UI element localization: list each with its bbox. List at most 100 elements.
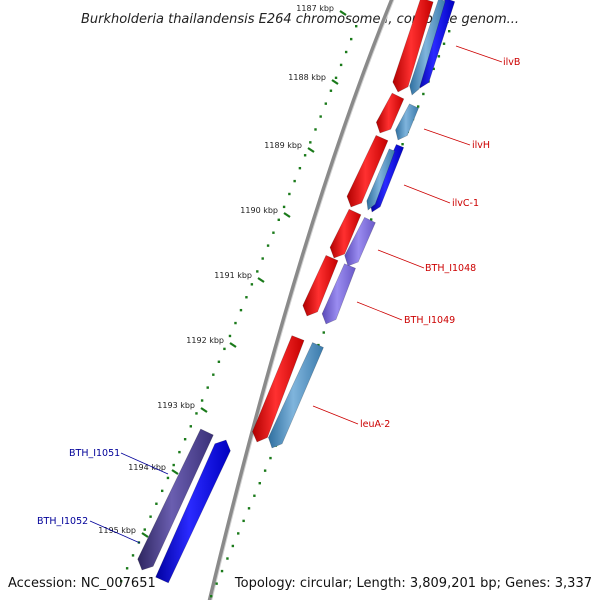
topology-text: Topology: circular; Length: 3,809,201 bp…: [234, 576, 592, 591]
gc-dot: [195, 412, 198, 415]
gc-dot: [172, 463, 175, 467]
inner-dot: [220, 569, 224, 573]
gene-label-leuA-2[interactable]: leuA-2: [360, 419, 390, 430]
inner-dot: [322, 331, 325, 334]
gc-dot: [334, 76, 338, 80]
tick-mark: [200, 407, 208, 413]
orf-purple-1[interactable]: [344, 217, 376, 267]
tick-label: 1188 kbp: [288, 73, 326, 82]
inner-dot: [263, 469, 267, 472]
cds-BTH_I1052[interactable]: [155, 439, 231, 584]
inner-dot: [317, 343, 320, 347]
inner-dot: [226, 557, 229, 560]
chromosome-backbone-highlight: [211, 0, 395, 600]
gene-label-BTH_I1052[interactable]: BTH_I1052: [37, 516, 88, 527]
leader-line-BTH_I1049: [356, 301, 403, 321]
gene-label-ilvH[interactable]: ilvH: [472, 140, 490, 151]
leader-line-ilvB: [455, 45, 503, 63]
inner-dot: [231, 544, 235, 548]
tick-label: 1193 kbp: [157, 401, 195, 410]
tick-mark: [339, 10, 347, 16]
cds-BTH_I1051[interactable]: [137, 428, 214, 571]
leader-line-leuA-2: [312, 405, 359, 425]
leader-line-BTH_I1051: [120, 452, 169, 475]
cds-BTH_I1049[interactable]: [302, 255, 339, 317]
orf-steel-1[interactable]: [409, 0, 446, 96]
inner-dot: [437, 55, 441, 58]
gc-dot: [183, 438, 187, 441]
accession-text: Accession: NC_007651: [8, 576, 156, 591]
orf-steel-2[interactable]: [395, 103, 419, 141]
gc-dot: [339, 63, 343, 67]
tick-label: 1189 kbp: [264, 141, 302, 150]
gc-dot: [166, 476, 170, 480]
gc-dot: [239, 308, 243, 312]
gc-dot: [228, 334, 232, 338]
inner-dot: [242, 519, 245, 523]
tick-label: 1192 kbp: [186, 336, 224, 345]
orf-steel-3[interactable]: [366, 148, 396, 211]
inner-dot: [247, 507, 251, 510]
gc-dot: [349, 37, 353, 41]
gene-labels: ilvB ilvH ilvC-1 BTH_I1048 BTH_I1049 leu…: [37, 45, 520, 544]
gc-dot: [217, 360, 221, 363]
cds-leuA-2[interactable]: [252, 335, 305, 443]
gc-dot: [125, 567, 129, 570]
gc-dot: [282, 205, 286, 209]
gc-dot: [277, 218, 280, 222]
gc-dot: [212, 373, 215, 376]
gc-dot: [160, 489, 164, 493]
kbp-tick-labels: 1187 kbp 1188 kbp 1189 kbp 1190 kbp 1191 kbp…: [98, 4, 334, 535]
gc-dot: [288, 192, 291, 196]
cds-BTH_I1048[interactable]: [329, 208, 362, 259]
orf-purple-2[interactable]: [321, 263, 356, 325]
inner-dot: [370, 218, 373, 221]
gc-dot: [329, 89, 333, 92]
gc-dot: [189, 425, 193, 428]
map-title: Burkholderia thailandensis E264 chromoso…: [81, 12, 519, 27]
inner-dot: [253, 494, 256, 497]
gene-label-ilvB[interactable]: ilvB: [503, 57, 520, 68]
gc-dot: [149, 515, 152, 518]
gc-dot: [266, 244, 270, 247]
cds-ilvH[interactable]: [375, 92, 405, 134]
inner-dot: [401, 143, 404, 146]
gc-dot: [200, 399, 204, 402]
gene-label-BTH_I1049[interactable]: BTH_I1049: [404, 315, 455, 326]
gc-dot: [309, 141, 312, 144]
gc-dot: [303, 154, 307, 157]
inner-dot: [237, 532, 240, 535]
tick-label: 1191 kbp: [214, 271, 252, 280]
inner-dot: [422, 92, 425, 96]
tick-mark: [257, 277, 265, 283]
gc-dot: [355, 25, 358, 28]
gc-dot: [272, 231, 275, 234]
chromosome-backbone: [207, 0, 394, 600]
gc-dot: [206, 386, 209, 389]
gene-label-BTH_I1048[interactable]: BTH_I1048: [425, 263, 476, 274]
kbp-tick-marks: [141, 10, 347, 538]
tick-mark: [283, 212, 291, 218]
tick-mark: [307, 147, 315, 153]
gc-dot: [324, 102, 328, 105]
tick-label: 1194 kbp: [128, 463, 166, 472]
leader-line-ilvC-1: [403, 184, 451, 204]
gc-dot: [293, 179, 296, 183]
tick-mark: [141, 532, 149, 538]
orf-steel-4[interactable]: [268, 342, 324, 449]
gene-label-BTH_I1051[interactable]: BTH_I1051: [69, 448, 120, 459]
gc-dot: [155, 502, 158, 505]
gc-dot: [261, 257, 264, 260]
inner-dot: [269, 456, 272, 460]
cds-ilvB[interactable]: [392, 0, 434, 93]
tick-mark: [331, 79, 339, 85]
cds-ilvC-1[interactable]: [346, 134, 389, 208]
leader-line-BTH_I1048: [377, 249, 425, 269]
gene-label-ilvC-1[interactable]: ilvC-1: [452, 198, 479, 209]
gene-features: [137, 0, 456, 584]
gc-content-track: [120, 25, 358, 583]
gc-dot: [143, 528, 146, 531]
gc-dot: [344, 50, 348, 54]
inner-dot: [442, 42, 446, 45]
